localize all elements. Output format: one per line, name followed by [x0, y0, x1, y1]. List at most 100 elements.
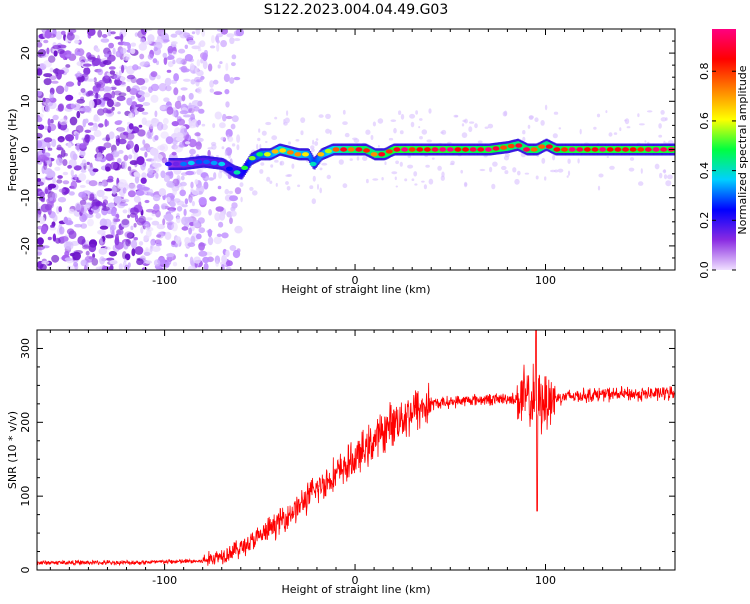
- ridge-spot: [439, 147, 447, 152]
- noise-blob: [284, 117, 290, 124]
- noise-blob: [312, 139, 315, 145]
- noise-blob: [234, 225, 243, 234]
- spectrogram-x-axis: -100 0 100: [49, 29, 661, 287]
- noise-blob: [107, 202, 115, 208]
- noise-blob: [150, 83, 160, 92]
- noise-blob: [220, 40, 228, 48]
- noise-blob: [137, 91, 145, 95]
- noise-blob: [167, 55, 175, 60]
- noise-blob: [70, 150, 76, 160]
- noise-blob: [100, 38, 110, 43]
- noise-blob: [205, 176, 209, 180]
- noise-blob: [62, 180, 70, 185]
- noise-blob: [217, 64, 221, 69]
- noise-blob: [118, 138, 127, 145]
- noise-blob: [300, 130, 304, 136]
- noise-blob: [166, 196, 171, 203]
- noise-blob: [114, 36, 122, 40]
- noise-blob: [104, 53, 110, 58]
- noise-blob: [188, 102, 192, 109]
- noise-blob: [236, 134, 241, 143]
- noise-blob: [644, 140, 647, 143]
- ridge-spot: [324, 148, 332, 154]
- noise-blob: [325, 128, 331, 134]
- ridge-band: [612, 146, 616, 153]
- noise-blob: [221, 146, 225, 150]
- colorbar-tick-label: 0.0: [698, 261, 711, 279]
- noise-blob: [39, 263, 47, 270]
- noise-blob: [110, 31, 116, 35]
- noise-blob: [76, 110, 81, 119]
- noise-blob: [96, 189, 105, 198]
- noise-blob: [37, 97, 42, 102]
- noise-blob: [231, 143, 236, 147]
- noise-blob: [127, 190, 136, 198]
- noise-blob: [449, 163, 455, 166]
- noise-blob: [236, 144, 240, 151]
- ridge-spot: [660, 147, 668, 152]
- spectrogram-ridge-layer: [164, 138, 675, 180]
- noise-blob: [225, 260, 233, 267]
- noise-blob: [117, 158, 122, 164]
- noise-blob: [377, 145, 380, 148]
- noise-blob: [148, 188, 154, 196]
- ridge-spot: [561, 147, 568, 152]
- noise-blob: [311, 198, 316, 205]
- noise-blob: [428, 108, 432, 114]
- noise-blob: [318, 114, 324, 118]
- noise-blob: [161, 39, 170, 43]
- noise-blob: [259, 169, 264, 174]
- noise-blob: [184, 216, 193, 224]
- noise-blob: [187, 242, 196, 247]
- noise-blob: [609, 165, 615, 170]
- noise-blob: [79, 184, 86, 188]
- noise-blob: [88, 243, 97, 253]
- noise-blob: [598, 173, 604, 178]
- noise-blob: [118, 70, 122, 77]
- noise-blob: [99, 225, 109, 230]
- noise-blob: [65, 134, 74, 142]
- noise-blob: [428, 178, 434, 185]
- noise-blob: [48, 55, 56, 63]
- noise-blob: [102, 97, 110, 101]
- noise-blob: [140, 147, 147, 151]
- noise-blob: [628, 167, 635, 172]
- noise-blob: [146, 131, 152, 139]
- ridge-band: [369, 148, 372, 156]
- noise-blob: [64, 250, 70, 257]
- noise-blob: [219, 212, 226, 221]
- noise-blob: [183, 208, 187, 216]
- noise-blob: [167, 252, 174, 261]
- noise-blob: [49, 92, 54, 101]
- noise-blob: [83, 265, 87, 270]
- noise-blob: [127, 140, 134, 149]
- noise-blob: [230, 210, 237, 217]
- noise-blob: [165, 85, 172, 92]
- noise-blob: [117, 126, 126, 133]
- noise-blob: [69, 116, 78, 126]
- noise-blob: [117, 230, 122, 235]
- noise-blob: [200, 75, 205, 80]
- ridge-spot: [454, 147, 462, 152]
- noise-blob: [136, 156, 145, 166]
- noise-blob: [370, 135, 374, 140]
- noise-blob: [124, 231, 133, 239]
- y-tick-label: -10: [19, 189, 32, 207]
- noise-blob: [173, 87, 179, 96]
- noise-blob: [139, 53, 145, 60]
- noise-blob: [310, 145, 315, 150]
- noise-blob: [37, 116, 43, 123]
- ridge-spot: [309, 161, 317, 167]
- noise-blob: [122, 209, 128, 214]
- noise-blob: [181, 226, 189, 231]
- noise-blob: [80, 169, 87, 173]
- noise-blob: [198, 108, 205, 114]
- noise-blob: [567, 170, 571, 176]
- snr-frame: [36, 329, 676, 571]
- ridge-spot: [401, 147, 409, 152]
- noise-blob: [130, 95, 135, 100]
- noise-blob: [158, 188, 167, 197]
- noise-blob: [477, 140, 483, 144]
- noise-blob: [57, 104, 64, 112]
- noise-blob: [121, 64, 125, 74]
